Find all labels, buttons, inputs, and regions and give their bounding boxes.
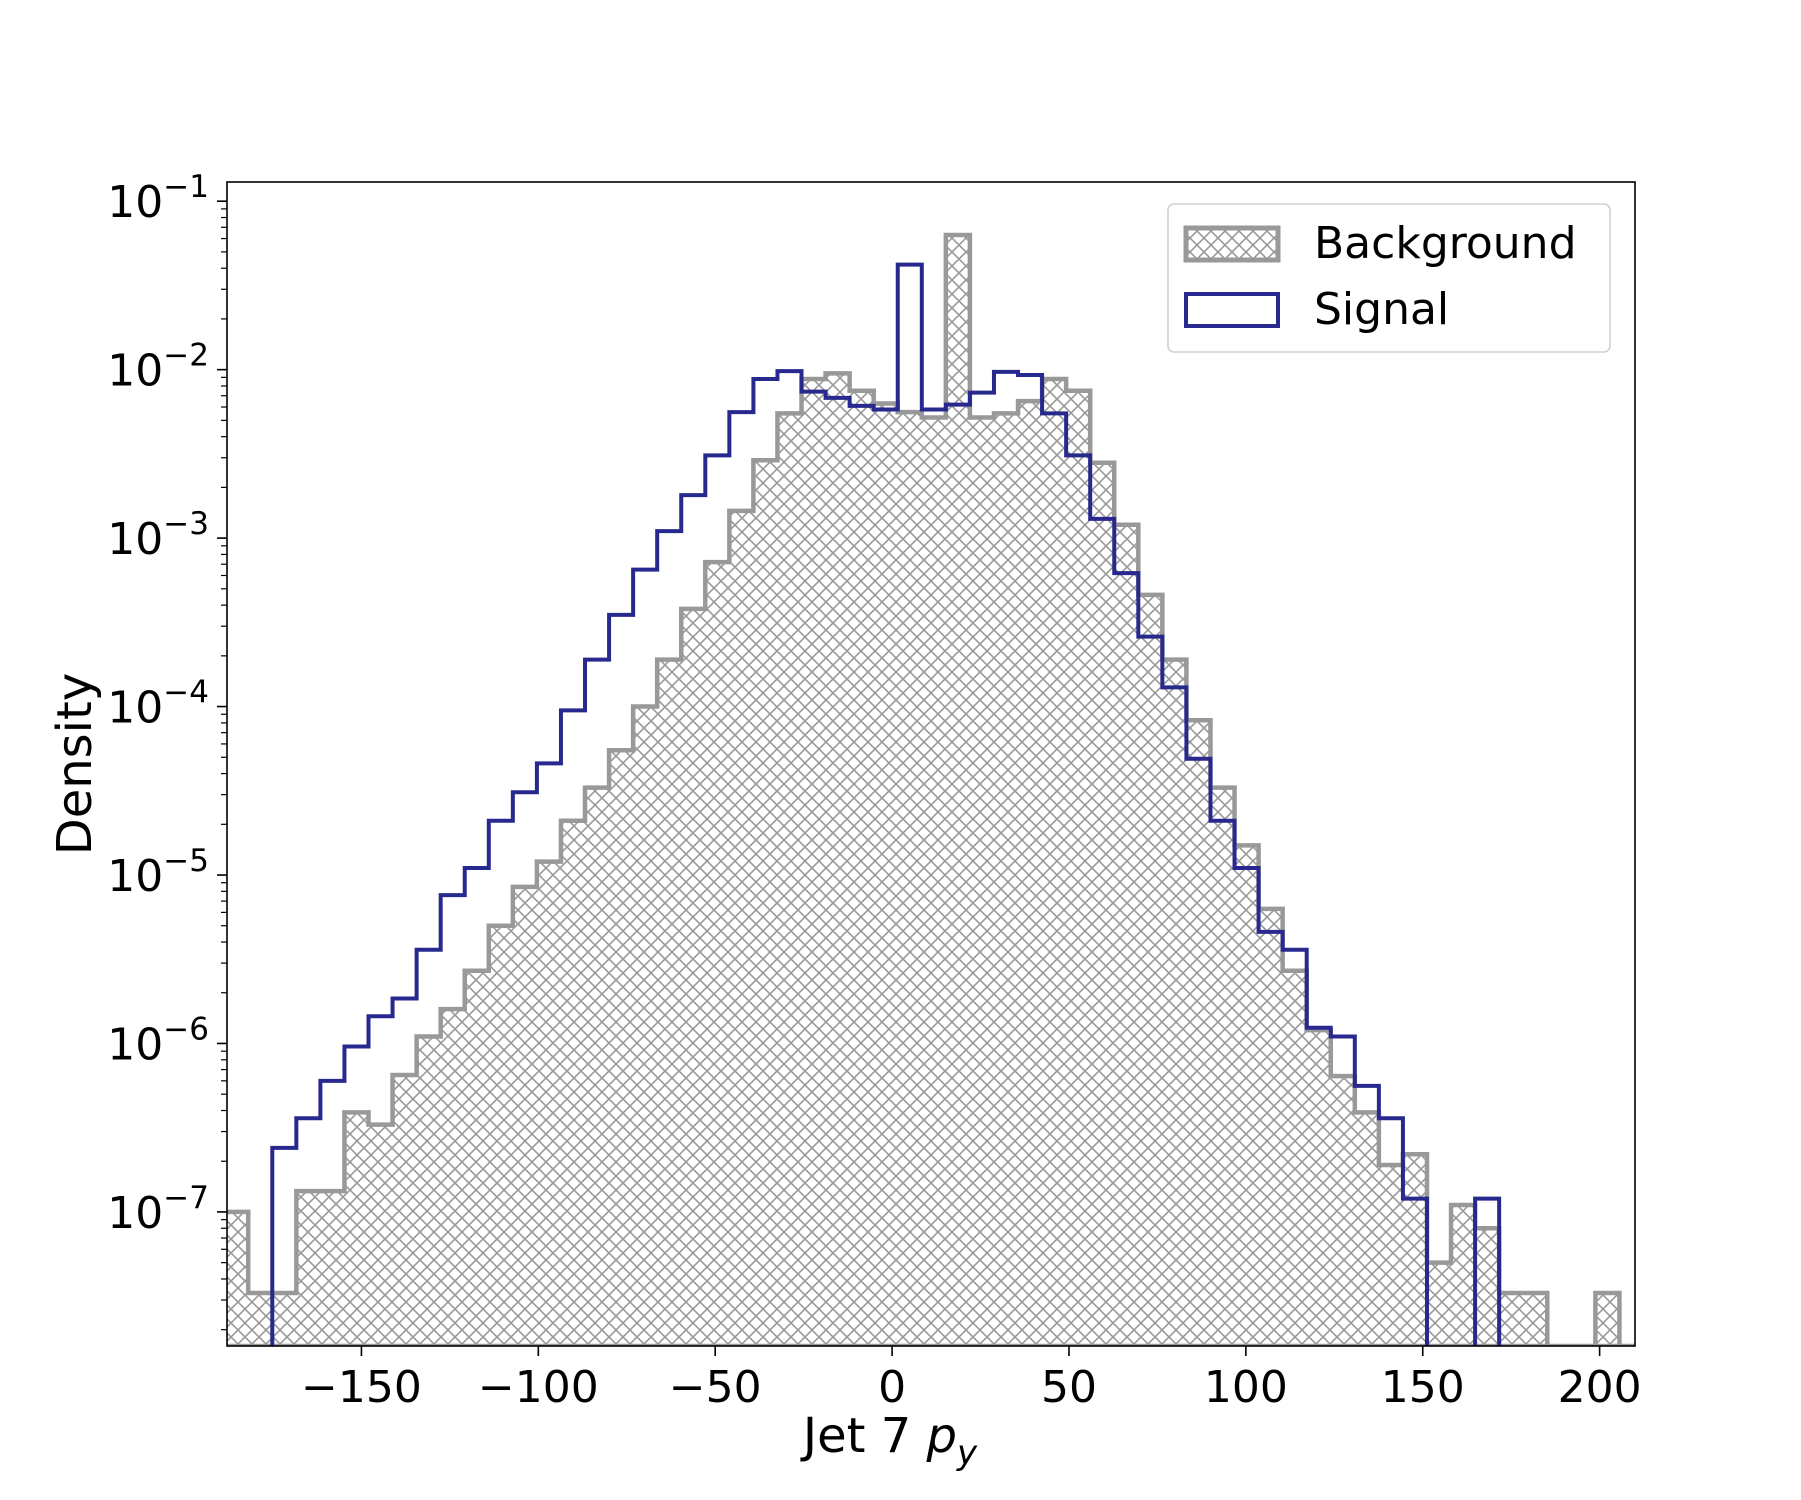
- legend-swatch-background: [1183, 225, 1281, 263]
- x-tick-label: −50: [669, 1362, 762, 1413]
- background-area: [227, 234, 1635, 1346]
- x-tick-label: −100: [478, 1362, 599, 1413]
- x-tick-label: 0: [878, 1362, 906, 1413]
- x-tick-label: −150: [301, 1362, 422, 1413]
- x-axis-label: Jet 7 py: [800, 1408, 978, 1473]
- signal-step-line-1: [1473, 1196, 1502, 1346]
- legend-swatch-signal: [1184, 292, 1280, 328]
- y-tick-label: 10−5: [107, 843, 209, 902]
- legend-label-background: Background: [1314, 218, 1577, 269]
- x-tick-label: 150: [1381, 1362, 1465, 1413]
- y-tick-label: 10−7: [107, 1180, 209, 1239]
- legend-label-signal: Signal: [1314, 284, 1449, 335]
- y-tick-label: 10−6: [107, 1011, 209, 1070]
- legend: Background Signal: [1167, 203, 1611, 353]
- background-step-line: [227, 232, 1635, 1346]
- x-tick-label: 100: [1204, 1362, 1288, 1413]
- y-tick-label: 10−3: [107, 506, 209, 565]
- y-tick-label: 10−2: [107, 338, 209, 397]
- signal-step-line-0: [270, 262, 1429, 1346]
- y-tick-label: 10−1: [107, 169, 209, 228]
- y-axis-label: Density: [47, 673, 103, 855]
- x-tick-label: 50: [1041, 1362, 1097, 1413]
- y-tick-label: 10−4: [107, 675, 209, 734]
- plot-frame: [226, 181, 1636, 1347]
- x-tick-label: 200: [1558, 1362, 1642, 1413]
